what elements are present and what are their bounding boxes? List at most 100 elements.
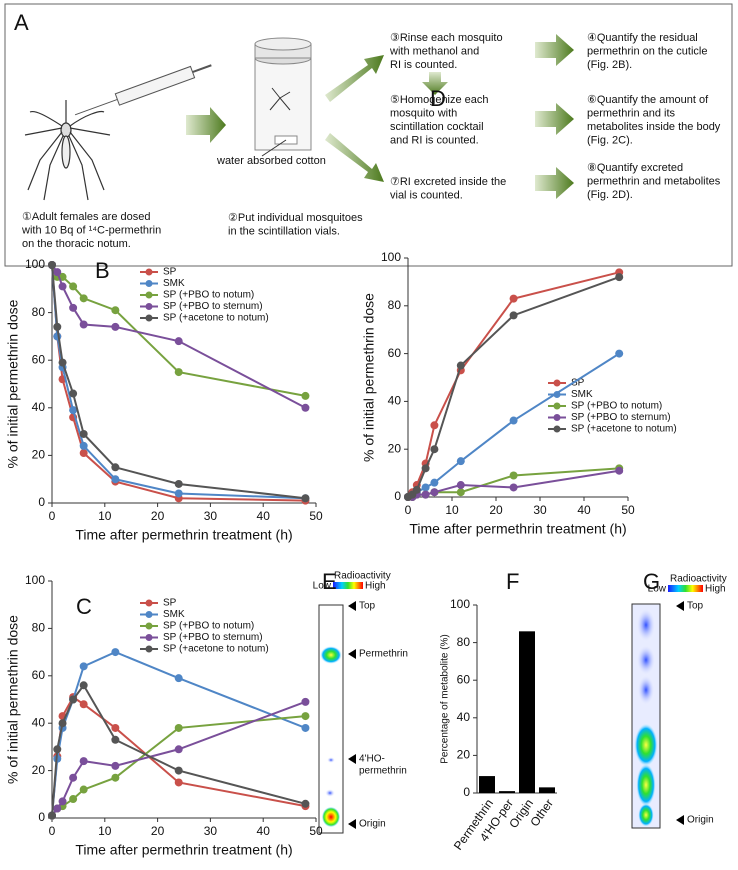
x-tick-label: 20 xyxy=(151,824,165,838)
x-tick-label: 30 xyxy=(533,503,547,517)
step-text: permethrin and metabolites xyxy=(587,175,721,187)
x-tick-label: 0 xyxy=(49,509,56,523)
point xyxy=(58,358,67,367)
point xyxy=(174,766,183,775)
step-text: permethrin and its xyxy=(587,107,676,119)
point xyxy=(430,488,439,497)
point xyxy=(301,494,310,503)
legend-marker xyxy=(145,303,153,310)
x-tick-label: 20 xyxy=(489,503,503,517)
scale-high: High xyxy=(705,584,726,595)
point xyxy=(48,811,56,820)
point xyxy=(58,797,67,806)
series-line xyxy=(51,264,306,500)
point xyxy=(79,700,88,709)
point xyxy=(79,662,88,671)
legend-marker xyxy=(145,599,153,607)
legend-label: SP (+PBO to notum) xyxy=(163,621,254,632)
bar xyxy=(479,776,495,793)
point xyxy=(301,723,310,732)
step-text: in the scintillation vials. xyxy=(228,225,340,237)
y-axis-title: % of initial permethrin dose xyxy=(5,299,21,468)
marker-arrow xyxy=(348,754,356,764)
point xyxy=(174,778,183,787)
legend-label: SP xyxy=(163,598,177,609)
x-tick-label: Other xyxy=(527,797,556,830)
legend-marker xyxy=(145,268,153,276)
panel-label: E xyxy=(322,569,337,594)
point xyxy=(69,695,78,704)
y-tick-label: 20 xyxy=(32,448,46,462)
legend-marker xyxy=(145,280,153,287)
x-tick-label: 40 xyxy=(257,509,271,523)
step-text: vial is counted. xyxy=(390,189,463,201)
point xyxy=(79,294,88,303)
panel-a-frame xyxy=(4,3,733,267)
legend-label: SP (+acetone to notum) xyxy=(163,313,269,324)
point xyxy=(430,478,439,487)
bar xyxy=(539,787,555,793)
point xyxy=(509,311,518,320)
point xyxy=(430,421,439,430)
panel-label: B xyxy=(95,258,110,283)
x-tick-label: 10 xyxy=(98,509,112,523)
x-tick-label: 10 xyxy=(445,503,459,517)
point xyxy=(301,391,310,400)
step-text: ⑧Quantify excreted xyxy=(587,162,683,174)
y-tick-label: 60 xyxy=(388,346,402,360)
point xyxy=(301,403,310,412)
legend-marker xyxy=(553,391,561,398)
point xyxy=(111,306,120,315)
y-tick-label: 0 xyxy=(38,495,45,509)
legend-label: SMK xyxy=(163,609,185,620)
point xyxy=(456,457,465,466)
y-tick-label: 40 xyxy=(32,715,46,729)
tlc-g xyxy=(631,585,703,829)
point xyxy=(58,282,67,291)
y-tick-label: 20 xyxy=(388,441,402,455)
x-axis-title: Time after permethrin treatment (h) xyxy=(409,521,626,537)
x-tick-label: 50 xyxy=(309,509,323,523)
point xyxy=(111,761,120,770)
y-tick-label: 40 xyxy=(32,400,46,414)
step-text: ①Adult females are dosed xyxy=(22,211,151,223)
step-text: ⑤Homogenize each xyxy=(390,94,489,106)
point xyxy=(111,322,120,331)
x-tick-label: 50 xyxy=(309,824,323,838)
legend-marker xyxy=(145,611,153,618)
bar xyxy=(499,791,515,793)
series-line xyxy=(51,651,306,816)
point xyxy=(53,322,62,331)
step-text: ④Quantify the residual xyxy=(587,32,698,44)
mosquito xyxy=(24,100,111,201)
step-text: RI is counted. xyxy=(390,59,457,71)
point xyxy=(421,490,430,499)
legend-label: SP xyxy=(163,267,177,278)
cotton-label: water absorbed cotton xyxy=(216,155,326,167)
scale-high: High xyxy=(365,581,386,592)
step-text: ②Put individual mosquitoes xyxy=(228,212,363,224)
point xyxy=(301,712,310,721)
legend-label: SP (+PBO to notum) xyxy=(163,290,254,301)
step-text: mosquito with xyxy=(390,107,457,119)
legend-marker xyxy=(145,634,153,641)
legend-marker xyxy=(553,402,561,410)
step-text: ⑦RI excreted inside the xyxy=(390,176,506,188)
point xyxy=(79,449,88,458)
y-axis-title: % of initial permethrin dose xyxy=(5,615,21,784)
point xyxy=(509,483,518,492)
syringe xyxy=(74,64,212,116)
y-axis-title: Percentage of metabolite (%) xyxy=(440,634,451,764)
point xyxy=(53,804,62,813)
scale-title: Radioactivity xyxy=(670,574,727,585)
y-tick-label: 20 xyxy=(32,763,46,777)
point xyxy=(421,464,430,473)
legend-label: SP (+PBO to sternum) xyxy=(571,412,671,423)
tlc-e xyxy=(318,582,363,834)
point xyxy=(53,745,62,754)
series-line xyxy=(51,695,306,816)
point xyxy=(456,488,465,497)
arrows xyxy=(186,34,574,199)
legend-label: SP xyxy=(571,378,585,389)
